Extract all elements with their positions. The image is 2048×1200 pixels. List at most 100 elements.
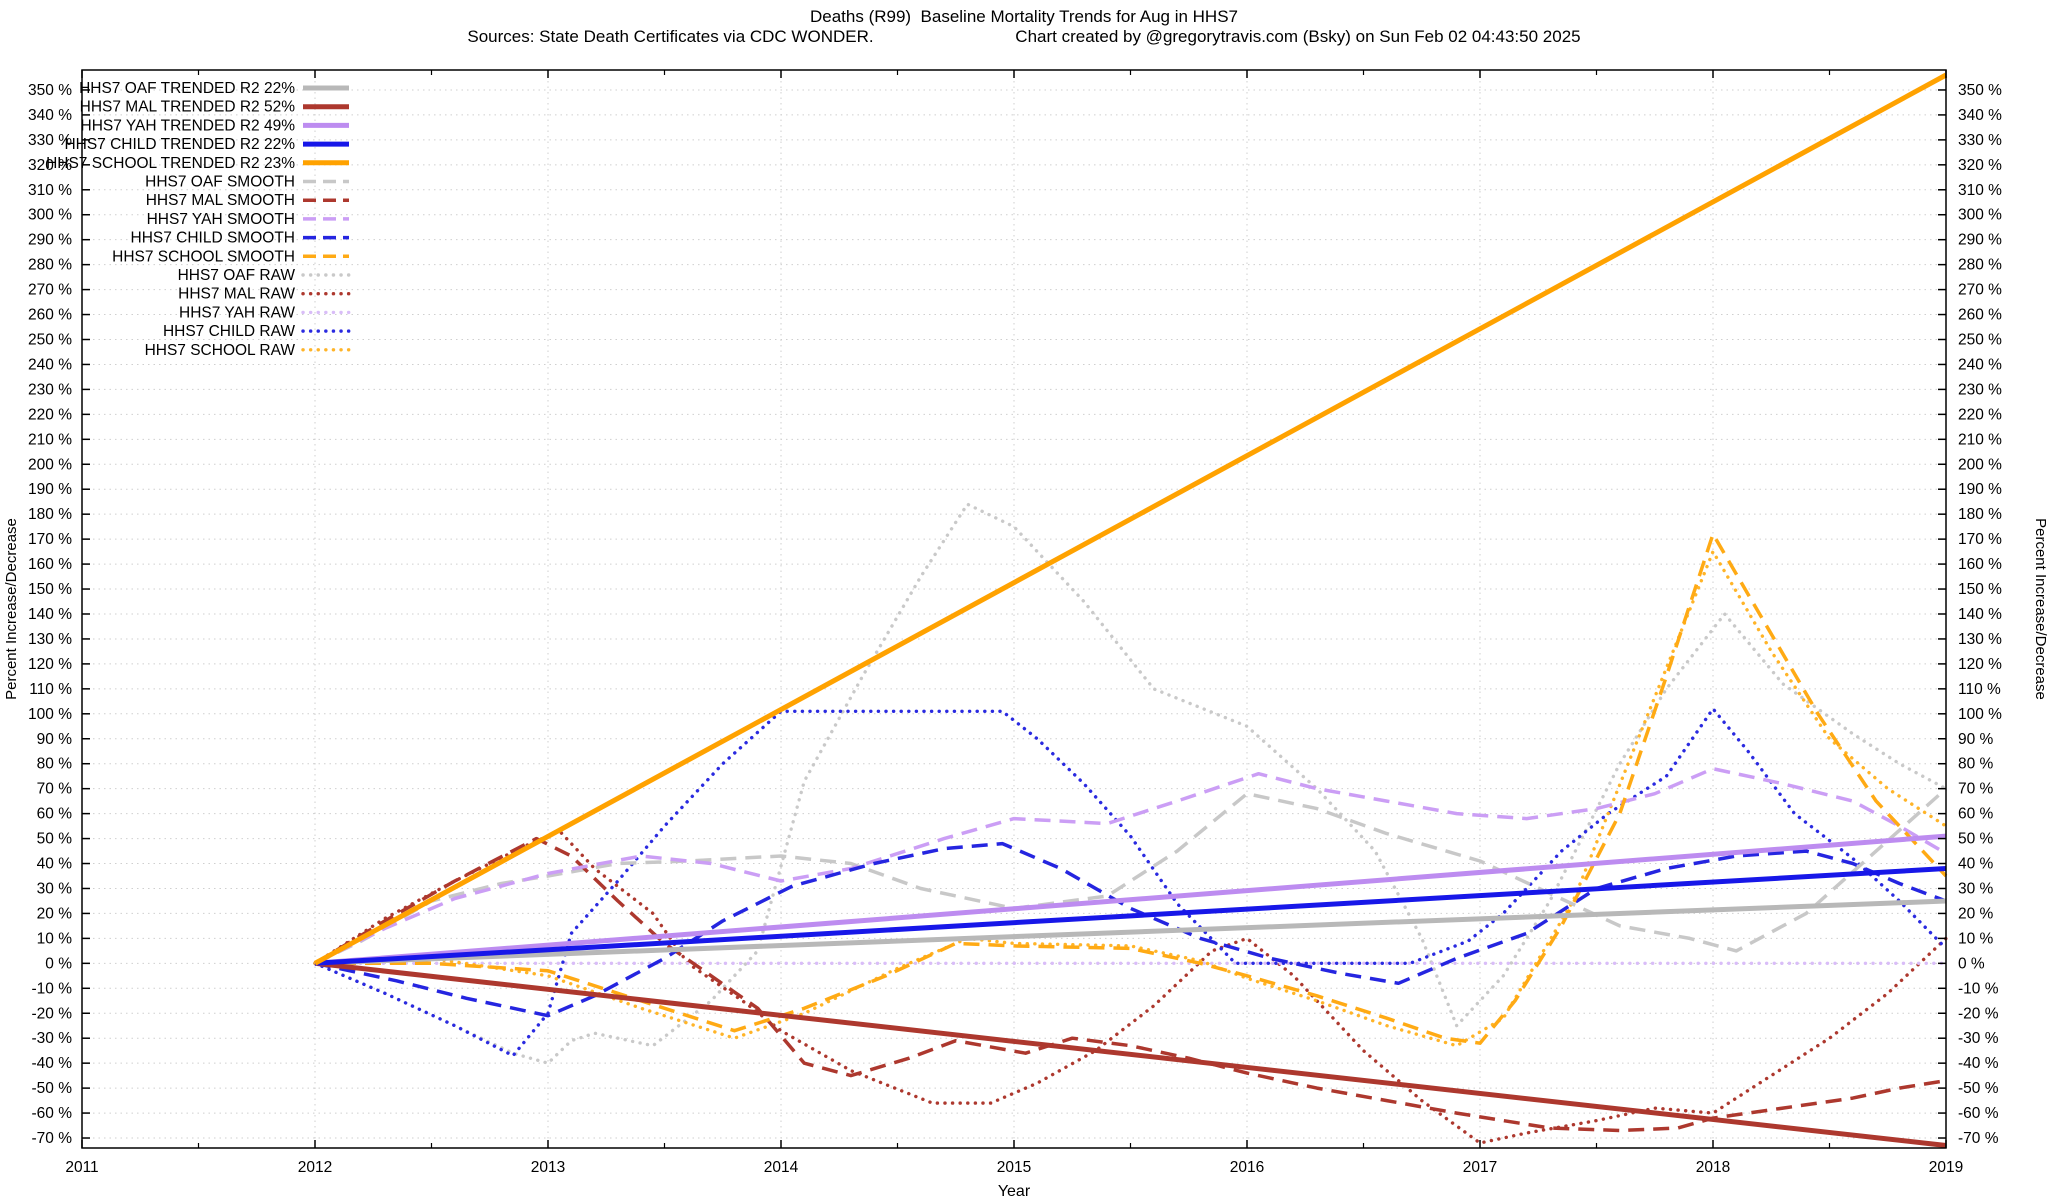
legend-label: HHS7 YAH TRENDED R2 49% xyxy=(81,117,296,134)
y-tick-label-right: -20 % xyxy=(1958,1005,1999,1022)
y-tick-label-right: 240 % xyxy=(1958,356,2002,373)
y-tick-label-left: 290 % xyxy=(28,232,72,249)
y-tick-label-left: 120 % xyxy=(28,656,72,673)
series-oaf-trended xyxy=(314,898,1947,966)
y-tick-label-right: 0 % xyxy=(1958,955,1985,972)
y-tick-label-right: 180 % xyxy=(1958,506,2002,523)
y-tick-label-left: 160 % xyxy=(28,556,72,573)
y-tick-label-right: -50 % xyxy=(1958,1080,1999,1097)
legend-label: HHS7 MAL TRENDED R2 52% xyxy=(80,99,296,116)
x-tick-label: 2012 xyxy=(298,1159,332,1176)
y-tick-label-left: 70 % xyxy=(37,781,73,798)
x-axis-title: Year xyxy=(998,1183,1031,1200)
legend-item-mal-raw: HHS7 MAL RAW xyxy=(178,286,351,303)
y-tick-label-left: 260 % xyxy=(28,307,72,324)
legend-item-mal-trended: HHS7 MAL TRENDED R2 52% xyxy=(80,99,349,116)
x-tick-label: 2013 xyxy=(531,1159,565,1176)
legend-item-oaf-trended: HHS7 OAF TRENDED R2 22% xyxy=(79,80,349,97)
x-tick-label: 2018 xyxy=(1696,1159,1730,1176)
x-tick-label: 2016 xyxy=(1230,1159,1264,1176)
y-tick-label-left: 140 % xyxy=(28,606,72,623)
series-child-trended xyxy=(314,866,1947,966)
y-tick-label-left: 180 % xyxy=(28,506,72,523)
legend-label: HHS7 YAH SMOOTH xyxy=(147,211,295,228)
y-tick-label-right: 220 % xyxy=(1958,406,2002,423)
y-tick-label-right: 190 % xyxy=(1958,481,2002,498)
y-tick-label-left: 350 % xyxy=(28,82,72,99)
y-tick-label-left: 60 % xyxy=(37,806,73,823)
y-tick-label-right: 350 % xyxy=(1958,82,2002,99)
legend-label: HHS7 MAL SMOOTH xyxy=(146,192,295,209)
y-tick-label-left: 340 % xyxy=(28,107,72,124)
x-tick-label: 2019 xyxy=(1929,1159,1963,1176)
y-tick-label-right: 210 % xyxy=(1958,431,2002,448)
y-tick-label-left: 190 % xyxy=(28,481,72,498)
y-tick-label-left: -20 % xyxy=(32,1005,73,1022)
y-tick-label-right: 300 % xyxy=(1958,207,2002,224)
y-tick-label-left: 30 % xyxy=(37,880,73,897)
series-mal-smooth xyxy=(314,836,1947,1133)
y-tick-label-right: -30 % xyxy=(1958,1030,1999,1047)
legend-label: HHS7 MAL RAW xyxy=(178,286,295,303)
y-tick-label-left: 80 % xyxy=(37,756,73,773)
axis-labels: -70 % -70 % -60 % -60 % -50 % -50 % -40 % -40 %… xyxy=(28,82,2002,1176)
y-tick-label-right: 310 % xyxy=(1958,182,2002,199)
y-tick-label-right: 40 % xyxy=(1958,856,1994,873)
y-tick-label-right: -40 % xyxy=(1958,1055,1999,1072)
legend-label: HHS7 OAF RAW xyxy=(178,267,296,284)
y-tick-label-right: 260 % xyxy=(1958,307,2002,324)
y-tick-label-left: 210 % xyxy=(28,431,72,448)
y-tick-label-right: 10 % xyxy=(1958,930,1994,947)
y-tick-label-left: 110 % xyxy=(29,681,72,698)
y-tick-label-right: 130 % xyxy=(1958,631,2002,648)
legend-label: HHS7 SCHOOL TRENDED R2 23% xyxy=(46,155,295,172)
legend-item-school-trended: HHS7 SCHOOL TRENDED R2 23% xyxy=(46,155,349,172)
x-tick-label: 2015 xyxy=(997,1159,1031,1176)
legend-item-child-trended: HHS7 CHILD TRENDED R2 22% xyxy=(64,136,349,153)
series-group xyxy=(313,72,1948,1148)
y-tick-label-right: 320 % xyxy=(1958,157,2002,174)
y-tick-label-right: 200 % xyxy=(1958,456,2002,473)
series-child-smooth xyxy=(314,841,1947,1018)
y-tick-label-right: 140 % xyxy=(1958,606,2002,623)
series-oaf-raw xyxy=(313,502,1948,1065)
y-tick-label-left: 310 % xyxy=(28,182,72,199)
y-tick-label-right: 120 % xyxy=(1958,656,2002,673)
series-yah-trended xyxy=(314,833,1947,966)
y-tick-label-right: 280 % xyxy=(1958,257,2002,274)
y-tick-label-left: 280 % xyxy=(28,257,72,274)
y-tick-label-right: 150 % xyxy=(1958,581,2002,598)
y-tick-label-right: 250 % xyxy=(1958,332,2002,349)
y-tick-label-left: 250 % xyxy=(28,332,72,349)
legend-label: HHS7 OAF SMOOTH xyxy=(145,174,295,191)
series-mal-raw xyxy=(313,829,1948,1145)
legend-item-school-raw: HHS7 SCHOOL RAW xyxy=(145,342,351,359)
y-tick-label-right: 80 % xyxy=(1958,756,1994,773)
y-tick-label-right: 60 % xyxy=(1958,806,1994,823)
y-tick-label-left: 100 % xyxy=(28,706,72,723)
y-tick-label-left: 130 % xyxy=(28,631,72,648)
legend-item-child-raw: HHS7 CHILD RAW xyxy=(163,323,351,340)
legend-item-yah-raw: HHS7 YAH RAW xyxy=(179,304,351,321)
y-tick-label-left: 330 % xyxy=(28,132,72,149)
y-axis-title-left: Percent Increase/Decrease xyxy=(3,518,20,700)
y-tick-label-right: 100 % xyxy=(1958,706,2002,723)
y-tick-label-right: 330 % xyxy=(1958,132,2002,149)
y-tick-label-left: 300 % xyxy=(28,207,72,224)
x-tick-label: 2017 xyxy=(1463,1159,1497,1176)
y-tick-label-right: 290 % xyxy=(1958,232,2002,249)
legend-item-school-smooth: HHS7 SCHOOL SMOOTH xyxy=(112,248,349,265)
chart-title: Deaths (R99) Baseline Mortality Trends f… xyxy=(809,7,1239,26)
axes xyxy=(81,69,1947,1149)
legend-item-oaf-smooth: HHS7 OAF SMOOTH xyxy=(145,174,349,191)
y-tick-label-right: 30 % xyxy=(1958,880,1994,897)
y-tick-label-right: 110 % xyxy=(1958,681,2001,698)
legend-label: HHS7 SCHOOL SMOOTH xyxy=(112,248,295,265)
y-tick-label-left: -10 % xyxy=(32,980,73,997)
y-tick-label-left: 10 % xyxy=(37,930,73,947)
legend-label: HHS7 CHILD TRENDED R2 22% xyxy=(64,136,295,153)
y-tick-label-left: 320 % xyxy=(28,157,72,174)
chart-legend: HHS7 OAF TRENDED R2 22% HHS7 MAL TRENDED … xyxy=(46,80,351,359)
gridlines xyxy=(81,70,1947,1148)
